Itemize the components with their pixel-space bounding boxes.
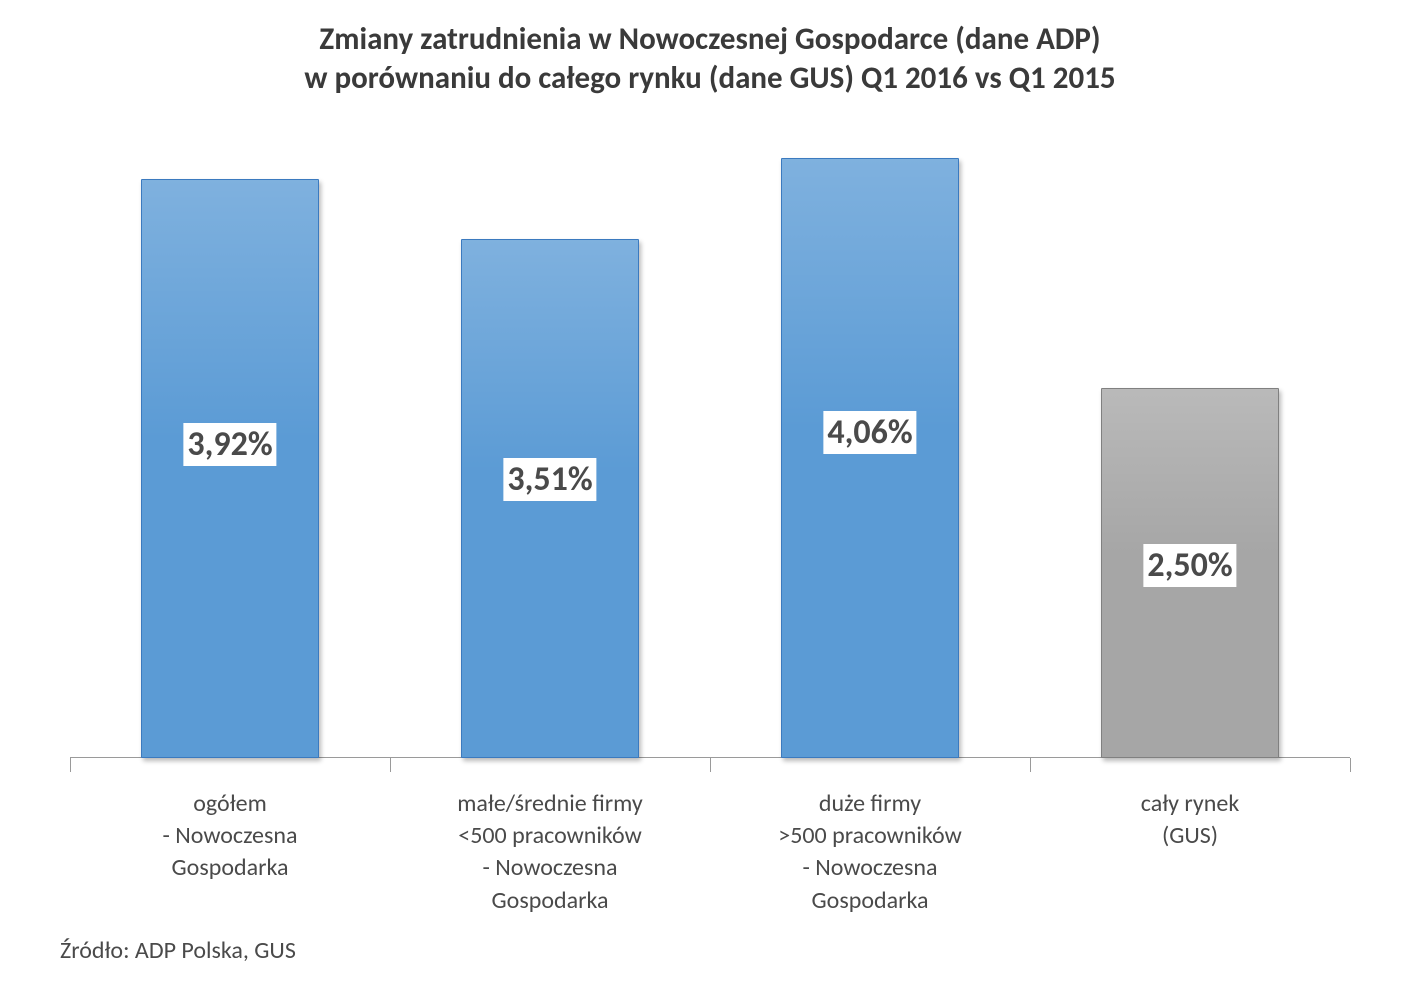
bar-value-label: 3,92% <box>183 423 276 466</box>
x-axis-category-label: ogółem- NowoczesnaGospodarka <box>70 788 390 918</box>
bar: 4,06% <box>781 158 959 757</box>
axis-tick <box>1030 758 1031 772</box>
bar-zone: 3,92% <box>70 179 390 758</box>
chart-title: Zmiany zatrudnienia w Nowoczesnej Gospod… <box>60 20 1360 98</box>
bar: 3,92% <box>141 179 319 758</box>
axis-tick <box>390 758 391 772</box>
bar-value-label: 4,06% <box>823 411 916 454</box>
bar-highlight <box>462 240 638 472</box>
axis-tick <box>1350 758 1351 772</box>
bar-value-label: 2,50% <box>1143 544 1236 587</box>
axis-tick <box>70 758 71 772</box>
title-line-1: Zmiany zatrudnienia w Nowoczesnej Gospod… <box>319 20 1100 58</box>
bar-zone: 4,06% <box>710 158 1030 757</box>
x-axis-category-label: cały rynek(GUS) <box>1030 788 1350 918</box>
bar-highlight <box>142 180 318 439</box>
bar: 3,51% <box>461 239 639 757</box>
bar-value-label: 3,51% <box>503 458 596 501</box>
bar-zone: 3,51% <box>390 239 710 757</box>
x-axis-labels: ogółem- NowoczesnaGospodarkamałe/średnie… <box>70 788 1350 918</box>
bar-highlight <box>782 159 958 428</box>
axis-tick <box>710 758 711 772</box>
x-axis-category-label: małe/średnie firmy<500 pracowników- Nowo… <box>390 788 710 918</box>
source-label: Źródło: ADP Polska, GUS <box>60 936 296 965</box>
title-line-2: w porównaniu do całego rynku (dane GUS) … <box>304 59 1115 97</box>
plot-area: 3,92% 3,51% 4,06% 2,50% <box>70 138 1350 758</box>
bar-zone: 2,50% <box>1030 388 1350 757</box>
bar-chart: Zmiany zatrudnienia w Nowoczesnej Gospod… <box>60 20 1360 917</box>
bar: 2,50% <box>1101 388 1279 757</box>
bar-highlight <box>1102 389 1278 554</box>
x-axis-category-label: duże firmy>500 pracowników- NowoczesnaGo… <box>710 788 1030 918</box>
